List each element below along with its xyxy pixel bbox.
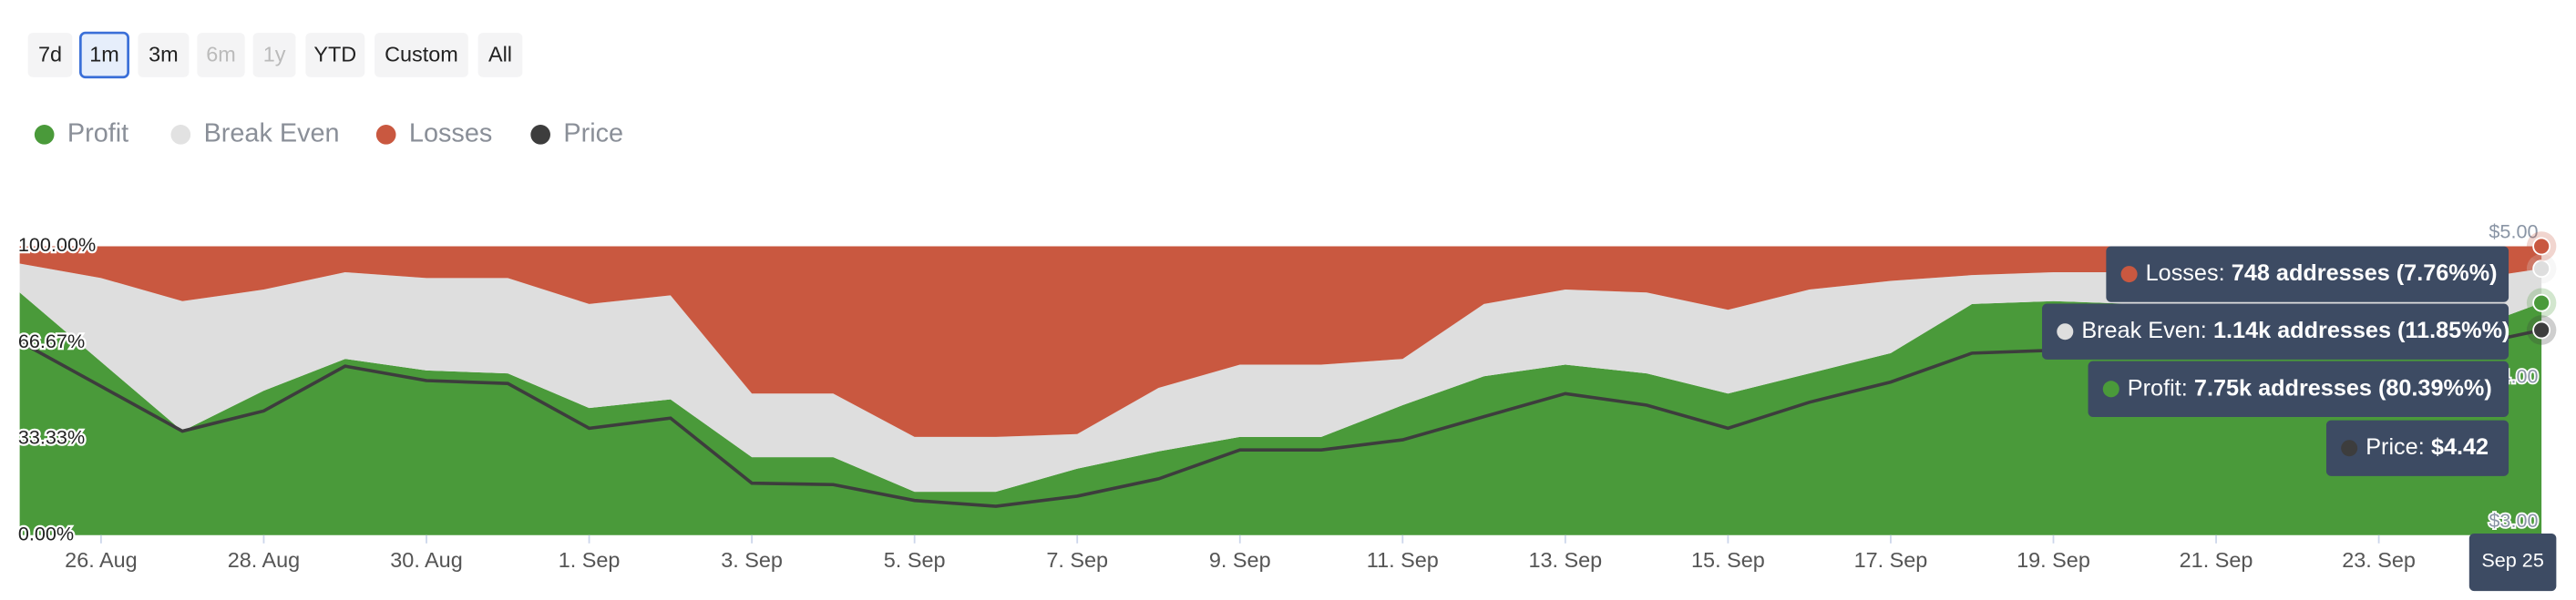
tooltip-marker (2057, 323, 2074, 341)
x-tick-label: 3. Sep (721, 548, 783, 572)
x-tick-label: 13. Sep (1528, 548, 1602, 572)
legend-label: Profit (67, 118, 128, 147)
hover-marker (2532, 293, 2551, 312)
tooltip-box (2325, 420, 2509, 476)
range-button: 1y (252, 33, 296, 77)
x-tick-label: 11. Sep (1367, 548, 1439, 572)
range-button[interactable]: 7d (27, 33, 73, 77)
tooltip-label: Price: (2366, 434, 2425, 460)
button-label: 3m (149, 43, 179, 66)
tooltip-box (2042, 303, 2509, 360)
button-label: 6m (206, 43, 236, 66)
button-label: 1y (263, 43, 286, 66)
x-tick-label: 28. Aug (228, 548, 300, 572)
legend-label: Price (563, 118, 623, 147)
legend-item[interactable]: Profit (34, 118, 128, 147)
y2-tick-label: $3.00 (2489, 509, 2538, 532)
tooltip-row: Losses: 748 addresses (7.76%%) (2106, 246, 2509, 302)
hover-marker (2532, 237, 2551, 256)
x-tick-label: 15. Sep (1691, 548, 1765, 572)
tooltip-label: Break Even: (2081, 318, 2206, 343)
tooltip-text: Break Even: 1.14k addresses (11.85%%) (2081, 318, 2509, 343)
x-tick-label: 30. Aug (390, 548, 462, 572)
x-tick-label: 23. Sep (2342, 548, 2416, 572)
y-tick-label: 100.00% (18, 233, 96, 256)
button-label: 1m (89, 43, 119, 66)
button-bg (197, 33, 245, 77)
crosshair-box (2468, 533, 2557, 592)
x-tick-label: 1. Sep (559, 548, 621, 572)
button-bg (477, 33, 523, 77)
legend-marker (34, 125, 55, 145)
tooltip-label: Losses: (2146, 260, 2225, 286)
area (19, 246, 2542, 437)
tooltip-row: Price: $4.42 (2325, 420, 2509, 476)
tooltip-marker (2341, 440, 2358, 457)
legend-item[interactable]: Losses (375, 118, 492, 147)
tooltip-text: Profit: 7.75k addresses (80.39%%) (2128, 375, 2492, 401)
x-tick-label: 17. Sep (1854, 548, 1928, 572)
button-bg (78, 31, 129, 79)
tooltip-value: $4.42 (2431, 434, 2489, 460)
x-tick-label: 19. Sep (2017, 548, 2090, 572)
button-bg (27, 33, 73, 77)
tooltip-row: Break Even: 1.14k addresses (11.85%%) (2042, 303, 2509, 360)
y2-tick-label: $5.00 (2489, 220, 2538, 243)
button-bg (375, 33, 468, 77)
button-bg (252, 33, 296, 77)
range-button[interactable]: 1m (78, 31, 129, 79)
tooltip-marker (2120, 266, 2138, 283)
tooltip-text: Losses: 748 addresses (7.76%%) (2146, 260, 2498, 286)
tooltip-box (2106, 246, 2509, 302)
legend-marker (530, 125, 550, 145)
range-button: 6m (197, 33, 245, 77)
tooltip-label: Profit: (2128, 375, 2188, 401)
x-tick-label: 5. Sep (884, 548, 946, 572)
hover-marker (2532, 320, 2551, 340)
tooltip-value: 7.75k addresses (80.39%%) (2194, 375, 2492, 401)
range-button[interactable]: 3m (138, 33, 190, 77)
range-button[interactable]: Custom (375, 33, 468, 77)
area (19, 292, 2542, 535)
button-bg (138, 33, 190, 77)
x-tick-label: 9. Sep (1209, 548, 1271, 572)
button-label: YTD (313, 43, 356, 66)
legend-label: Break Even (204, 118, 340, 147)
tooltip-value: 1.14k addresses (11.85%%) (2213, 318, 2509, 343)
legend-marker (375, 125, 396, 145)
x-tick-label: 21. Sep (2180, 548, 2253, 572)
x-tick-label: 26. Aug (65, 548, 137, 572)
legend-marker (170, 125, 191, 145)
button-label: 7d (38, 43, 62, 66)
legend-item[interactable]: Price (530, 118, 623, 147)
y-tick-label: 0.00% (18, 522, 74, 544)
hover-marker (2532, 259, 2551, 278)
crosshair-label: Sep 25 (2481, 548, 2544, 571)
area (19, 263, 2542, 493)
button-label: Custom (385, 43, 458, 66)
tooltip-row: Profit: 7.75k addresses (80.39%%) (2088, 361, 2509, 417)
range-button[interactable]: All (477, 33, 523, 77)
tooltip-text: Price: $4.42 (2366, 434, 2489, 460)
x-tick-label: 7. Sep (1046, 548, 1108, 572)
tooltip-box (2088, 361, 2509, 417)
legend-item[interactable]: Break Even (170, 118, 340, 147)
y-tick-label: 66.67% (18, 330, 85, 352)
tooltip-value: 748 addresses (7.76%%) (2232, 260, 2498, 286)
range-button[interactable]: YTD (305, 33, 365, 77)
button-label: All (488, 43, 512, 66)
tooltip-marker (2102, 381, 2119, 398)
legend-label: Losses (409, 118, 492, 147)
y-tick-label: 33.33% (18, 426, 85, 449)
button-bg (305, 33, 365, 77)
